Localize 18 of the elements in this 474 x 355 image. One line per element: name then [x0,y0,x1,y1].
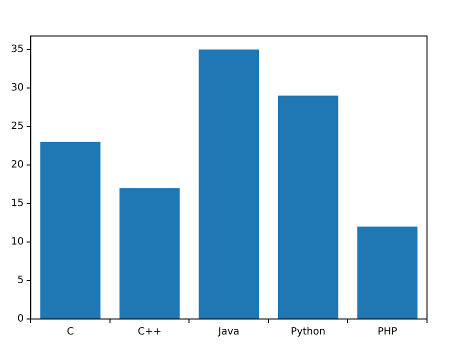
bar [40,142,100,318]
y-tick-label: 0 [17,314,24,325]
x-tick-label: C++ [138,326,162,338]
x-tick-label: Python [290,326,326,338]
bar [198,49,259,318]
x-tick-label: Java [217,326,240,338]
y-tick-label: 20 [10,160,24,171]
bar [278,96,338,318]
y-tick-label: 15 [10,198,24,210]
y-tick-label: 5 [17,275,24,286]
x-tick-label: C [66,326,74,338]
y-tick-label: 25 [10,121,24,132]
y-tick-label: 30 [10,82,24,94]
bar [357,226,418,318]
x-tick-label: PHP [378,326,398,338]
bar [119,188,180,318]
y-tick-label: 10 [10,236,24,248]
y-tick-label: 35 [10,44,24,56]
